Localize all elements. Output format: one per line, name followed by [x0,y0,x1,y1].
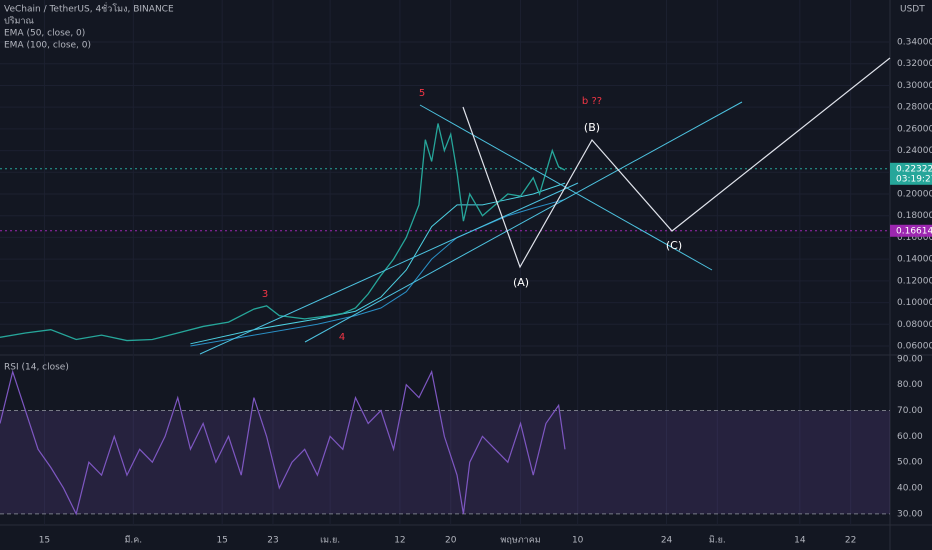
wave-label: b ?? [582,96,602,107]
rsi-tick-label: 90.00 [897,354,923,364]
x-tick-label: 15 [216,536,227,546]
y-tick-label: 0.16000 [897,233,932,243]
y-tick-label: 0.32000 [897,59,932,69]
price-tag [890,224,932,237]
header-volume: ปริมาณ [4,16,34,27]
y-tick-label: 0.14000 [897,255,932,265]
x-tick-label: เม.ย. [320,536,340,546]
header-ema: EMA (100, close, 0) [4,41,91,51]
x-tick-label: มี.ค. [124,535,142,546]
x-tick-label: 14 [794,536,806,546]
ema-line [190,182,566,345]
y-tick-label: 0.30000 [897,81,932,91]
x-tick-label: มิ.ย. [709,535,726,546]
wave-label: 4 [339,332,345,343]
price-tag-countdown: 03:19:27 [896,174,932,184]
y-tick-label: 0.26000 [897,124,932,134]
trend-line [199,182,579,355]
y-tick-label: 0.24000 [897,146,932,156]
price-tag-label: 0.22322 [896,164,932,174]
x-tick-label: 23 [267,536,278,546]
wave-label: (A) [513,276,529,289]
rsi-line [0,369,566,516]
x-tick-label: 15 [39,536,50,546]
y-tick-label: 0.06000 [897,341,932,351]
trend-line [304,101,743,343]
rsi-tick-label: 50.00 [897,458,923,468]
rsi-tick-label: 80.00 [897,380,923,390]
wave-label: 5 [419,88,425,99]
wave-path [462,57,891,269]
rsi-band [0,410,890,514]
wave-label: 3 [262,289,268,300]
y-tick-label: 0.08000 [897,320,932,330]
trend-line [419,104,713,271]
y-tick-label: 0.10000 [897,298,932,308]
y-tick-label: 0.12000 [897,276,932,286]
rsi-title: RSI (14, close) [4,363,69,373]
y-tick-label: 0.34000 [897,38,932,48]
x-tick-label: พฤษภาคม [500,536,540,546]
drawings [199,57,891,355]
wave-label: (C) [666,239,682,252]
header-title: VeChain / TetherUS, 4ชั่วโมง, BINANCE [4,2,174,15]
rsi-tick-label: 40.00 [897,484,923,494]
ema-line [190,198,566,347]
y-tick-label: 0.18000 [897,211,932,221]
rsi-tick-label: 30.00 [897,509,923,519]
rsi-tick-label: 60.00 [897,432,923,442]
x-tick-label: 20 [445,536,457,546]
x-tick-label: 10 [572,536,584,546]
currency: USDT [900,5,925,15]
header-ema: EMA (50, close, 0) [4,29,85,39]
wave-label: (B) [584,121,600,134]
price-line [0,123,566,342]
x-tick-label: 24 [661,536,673,546]
x-tick-label: 12 [394,536,405,546]
price-tag-label: 0.16614 [896,226,932,236]
y-tick-label: 0.28000 [897,103,932,113]
x-tick-label: 22 [845,536,856,546]
y-tick-label: 0.20000 [897,190,932,200]
rsi-tick-label: 70.00 [897,406,923,416]
price-tag [890,162,932,185]
